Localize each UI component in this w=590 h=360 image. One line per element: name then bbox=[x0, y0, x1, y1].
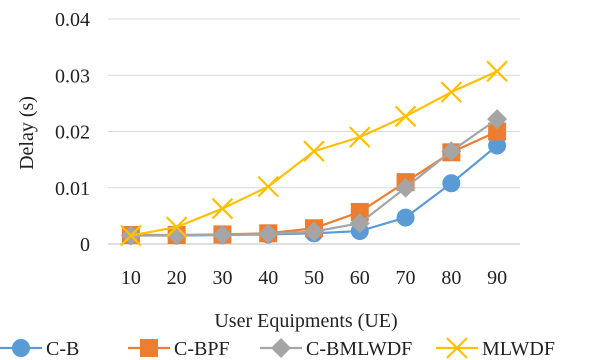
x-tick-label: 10 bbox=[121, 267, 141, 289]
data-point-mlwdf bbox=[440, 81, 463, 103]
x-tick-label: 80 bbox=[441, 267, 461, 289]
x-axis-title: User Equipments (UE) bbox=[214, 310, 397, 332]
legend-item-c-b: C-B bbox=[0, 338, 79, 360]
data-point-mlwdf bbox=[349, 126, 371, 148]
x-tick-label: 40 bbox=[258, 267, 278, 289]
y-tick-label: 0 bbox=[80, 234, 90, 256]
legend-label: C-BMLWDF bbox=[306, 338, 412, 360]
legend-marker bbox=[12, 339, 30, 357]
y-tick-label: 0.03 bbox=[55, 65, 90, 87]
data-point-c-bmlwdf bbox=[166, 225, 187, 245]
legend-label: C-BPF bbox=[174, 338, 230, 360]
x-tick-label: 50 bbox=[304, 267, 324, 289]
data-point-c-bmlwdf bbox=[487, 109, 508, 130]
legend-marker bbox=[140, 339, 158, 357]
x-tick-label: 20 bbox=[167, 267, 187, 289]
x-tick-label: 90 bbox=[487, 267, 507, 289]
data-point-c-bmlwdf bbox=[395, 177, 416, 198]
x-axis-ticks: 10 20 30 40 50 60 70 80 90 bbox=[121, 267, 507, 289]
data-point-mlwdf bbox=[257, 175, 279, 198]
y-tick-label: 0.02 bbox=[55, 122, 90, 144]
data-point-c-bpf bbox=[488, 122, 507, 141]
y-axis-title: Delay (s) bbox=[16, 96, 38, 170]
data-point-mlwdf bbox=[120, 224, 142, 247]
legend-label: MLWDF bbox=[482, 338, 555, 360]
data-point-mlwdf bbox=[394, 105, 417, 128]
gridlines bbox=[108, 18, 520, 245]
legend: C-B C-BPF C-BMLWDF MLWDF bbox=[0, 337, 555, 360]
data-point-c-bpf bbox=[350, 202, 369, 221]
y-tick-label: 0.04 bbox=[55, 9, 90, 31]
legend-marker bbox=[446, 337, 468, 359]
data-point-c-bmlwdf bbox=[441, 141, 462, 162]
series-line-mlwdf bbox=[130, 70, 498, 237]
data-point-c-b bbox=[396, 208, 415, 227]
data-point-mlwdf bbox=[486, 60, 508, 83]
series-group bbox=[120, 60, 508, 247]
data-point-mlwdf bbox=[165, 216, 188, 238]
data-point-mlwdf bbox=[303, 140, 325, 162]
y-axis-ticks: 0 0.01 0.02 0.03 0.04 bbox=[55, 9, 90, 256]
legend-item-c-bpf: C-BPF bbox=[128, 338, 230, 360]
x-tick-label: 60 bbox=[350, 267, 370, 289]
series-mlwdf bbox=[120, 60, 508, 247]
legend-item-mlwdf: MLWDF bbox=[436, 337, 555, 360]
data-point-c-bmlwdf bbox=[258, 223, 279, 244]
legend-label: C-B bbox=[46, 338, 79, 360]
data-point-c-bmlwdf bbox=[212, 225, 233, 245]
x-tick-label: 30 bbox=[212, 267, 232, 289]
data-point-c-bmlwdf bbox=[349, 213, 370, 234]
data-point-mlwdf bbox=[211, 197, 234, 220]
legend-marker bbox=[271, 338, 291, 358]
data-point-c-bmlwdf bbox=[304, 221, 324, 242]
data-point-c-b bbox=[442, 174, 461, 193]
x-tick-label: 70 bbox=[396, 267, 416, 289]
y-tick-label: 0.01 bbox=[55, 178, 90, 200]
legend-item-c-bmlwdf: C-BMLWDF bbox=[260, 338, 412, 360]
